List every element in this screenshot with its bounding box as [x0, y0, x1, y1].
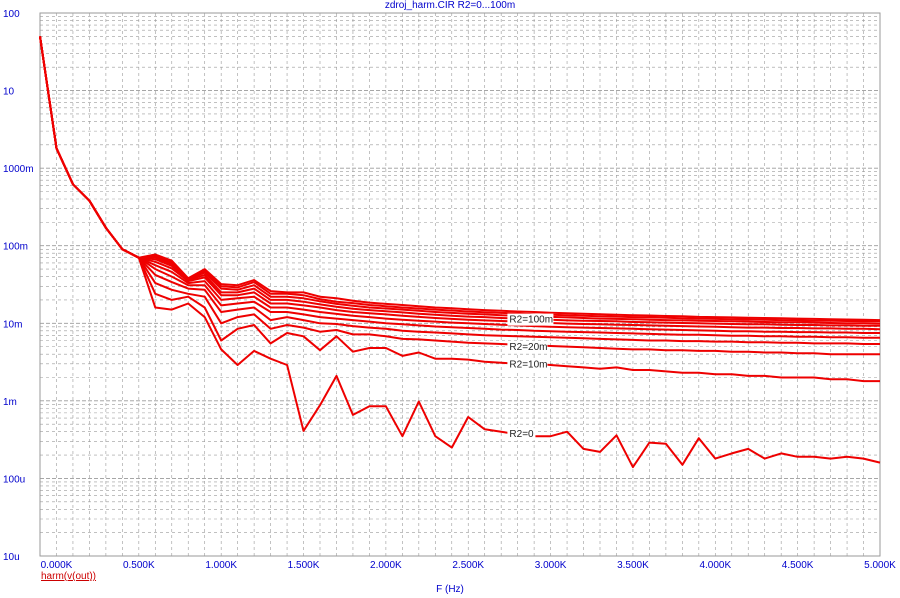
plot-frame	[39, 12, 881, 557]
x-tick-label: 2.000K	[370, 560, 402, 571]
x-tick-label: 3.500K	[617, 560, 649, 571]
series-annotation: R2=0	[509, 429, 534, 440]
x-tick-label: 2.500K	[452, 560, 484, 571]
annotation-bg	[507, 358, 548, 371]
series-line-R2-10m	[39, 36, 880, 383]
series-annotation: R2=20m	[509, 342, 547, 353]
series-annotation: R2=10m	[509, 359, 547, 370]
annotation-bg	[507, 428, 536, 441]
annotation-bg	[507, 341, 548, 354]
y-tick-label: 100m	[3, 242, 28, 253]
series-line-R2-20m	[39, 36, 880, 356]
y-tick-label: 100u	[3, 474, 25, 485]
series-annotation: R2=100m	[509, 315, 553, 326]
y-axis-label: harm(v(out))	[41, 571, 97, 582]
x-tick-label: 3.000K	[535, 560, 567, 571]
y-tick-label: 10u	[3, 552, 20, 563]
series-line-R2-50m	[39, 36, 880, 334]
x-axis-label: F (Hz)	[436, 584, 464, 595]
x-tick-label: 0.500K	[123, 560, 155, 571]
series-line-R2-70m	[39, 36, 880, 327]
x-tick-label: 5.000K	[864, 560, 896, 571]
series-line-R2-40m	[39, 36, 880, 339]
y-tick-label: 100	[3, 9, 20, 20]
x-tick-label: 4.000K	[699, 560, 731, 571]
series-line-R2-100m	[39, 36, 881, 322]
chart-title: zdroj_harm.CIR R2=0...100m	[384, 0, 516, 11]
y-tick-label: 1000m	[3, 164, 34, 175]
y-tick-label: 1m	[3, 397, 17, 408]
series-line-R2-30m	[39, 36, 880, 345]
x-tick-label: 4.500K	[782, 560, 814, 571]
series-line-R2-60m	[39, 36, 881, 331]
y-tick-label: 10	[3, 87, 15, 98]
y-tick-label: 10m	[3, 319, 22, 330]
x-tick-label: 1.500K	[288, 560, 320, 571]
series-line-R2-0	[39, 36, 881, 469]
annotation-bg	[507, 313, 554, 326]
x-tick-label: 1.000K	[205, 560, 237, 571]
x-tick-label: 0.000K	[41, 560, 73, 571]
